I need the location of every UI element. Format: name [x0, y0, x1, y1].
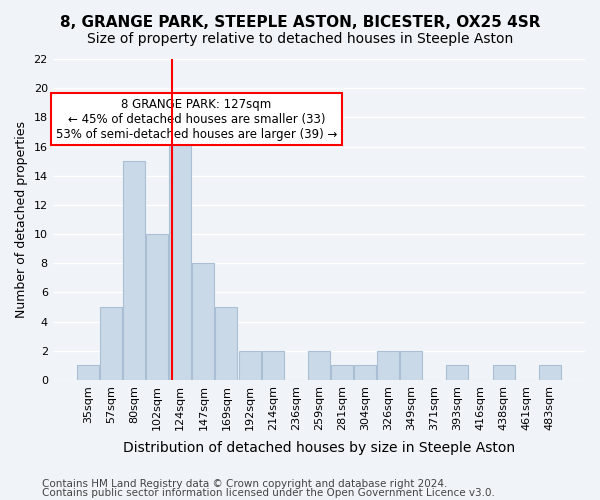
Bar [308, 351, 330, 380]
Text: Contains public sector information licensed under the Open Government Licence v3: Contains public sector information licen… [42, 488, 495, 498]
Bar [146, 234, 168, 380]
Text: Size of property relative to detached houses in Steeple Aston: Size of property relative to detached ho… [87, 32, 513, 46]
Bar [539, 366, 561, 380]
Bar [446, 366, 469, 380]
Bar [123, 161, 145, 380]
Bar [215, 307, 238, 380]
Bar [169, 118, 191, 380]
Text: 8, GRANGE PARK, STEEPLE ASTON, BICESTER, OX25 4SR: 8, GRANGE PARK, STEEPLE ASTON, BICESTER,… [60, 15, 540, 30]
X-axis label: Distribution of detached houses by size in Steeple Aston: Distribution of detached houses by size … [123, 441, 515, 455]
Bar [239, 351, 260, 380]
Bar [400, 351, 422, 380]
Bar [354, 366, 376, 380]
Bar [193, 264, 214, 380]
Bar [331, 366, 353, 380]
Bar [100, 307, 122, 380]
Text: 8 GRANGE PARK: 127sqm
← 45% of detached houses are smaller (33)
53% of semi-deta: 8 GRANGE PARK: 127sqm ← 45% of detached … [56, 98, 337, 140]
Y-axis label: Number of detached properties: Number of detached properties [15, 121, 28, 318]
Bar [493, 366, 515, 380]
Text: Contains HM Land Registry data © Crown copyright and database right 2024.: Contains HM Land Registry data © Crown c… [42, 479, 448, 489]
Bar [377, 351, 399, 380]
Bar [262, 351, 284, 380]
Bar [77, 366, 99, 380]
